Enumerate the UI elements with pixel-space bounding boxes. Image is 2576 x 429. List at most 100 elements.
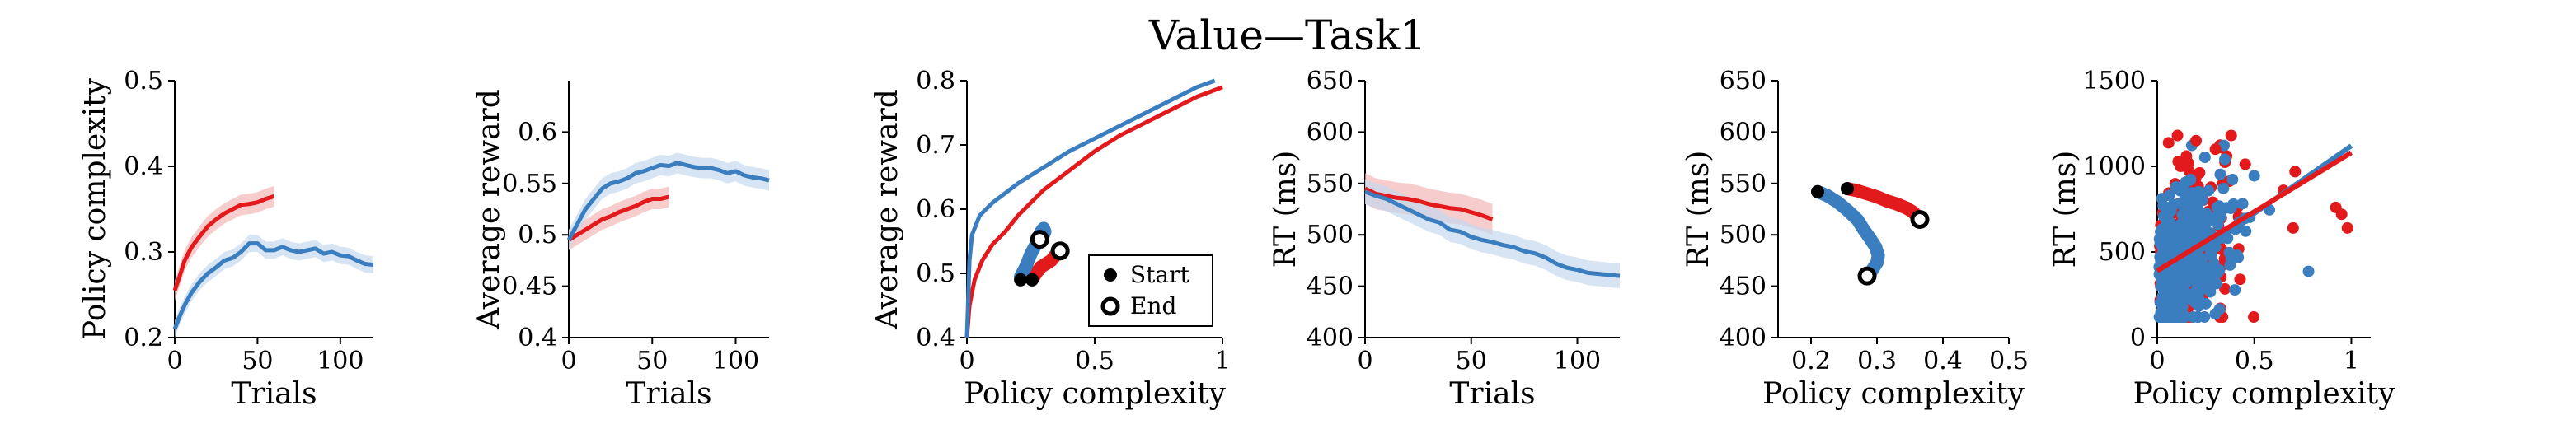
chart-panel-3: 0 0.5 1 0.4 0.5 0.6 0.7 0.8 Policy complexity Ave… bbox=[870, 67, 1231, 411]
legend-start-marker bbox=[1104, 268, 1117, 282]
y-tick-label: 0.45 bbox=[502, 273, 557, 301]
red-trajectory bbox=[1841, 182, 1926, 226]
scatter-point bbox=[2203, 263, 2216, 275]
y-tick-label: 0.5 bbox=[916, 259, 955, 288]
x-tick-label: 50 bbox=[636, 347, 668, 375]
y-tick-label: 1500 bbox=[2083, 67, 2146, 96]
x-tick-label: 0 bbox=[959, 347, 974, 375]
scatter-point bbox=[2224, 259, 2236, 271]
y-tick-label: 550 bbox=[1720, 170, 1767, 198]
scatter-point bbox=[2170, 180, 2182, 193]
scatter-point bbox=[2154, 232, 2166, 245]
scatter-point bbox=[2184, 174, 2196, 186]
start-marker bbox=[1014, 273, 1028, 287]
scatter-point bbox=[2236, 198, 2249, 210]
scatter-point bbox=[2196, 194, 2208, 206]
y-tick-label: 0.8 bbox=[916, 67, 955, 96]
x-tick-label: 0 bbox=[1357, 347, 1372, 375]
x-tick-label: 0.5 bbox=[1075, 347, 1114, 375]
blue-error-band bbox=[569, 152, 769, 250]
y-tick-label: 0.4 bbox=[124, 152, 163, 181]
scatter-point bbox=[2234, 273, 2246, 286]
x-tick-label: 100 bbox=[1554, 347, 1601, 375]
start-marker bbox=[1811, 184, 1824, 198]
scatter-point bbox=[2169, 230, 2181, 242]
legend-start-label: Start bbox=[1130, 261, 1190, 288]
y-axis-label: RT (ms) bbox=[1682, 151, 1715, 268]
legend-end-label: End bbox=[1130, 292, 1176, 319]
scatter-point bbox=[2209, 143, 2222, 156]
scatter-point bbox=[2211, 210, 2223, 222]
y-axis-label: RT (ms) bbox=[2048, 151, 2082, 268]
scatter-point bbox=[2289, 166, 2302, 178]
x-tick-label: 50 bbox=[242, 347, 273, 375]
y-tick-label: 650 bbox=[1720, 67, 1767, 96]
y-tick-label: 600 bbox=[1307, 118, 1354, 147]
scatter-point bbox=[2171, 129, 2184, 142]
scatter-point bbox=[2175, 161, 2187, 172]
scatter-point bbox=[2190, 283, 2203, 296]
y-tick-label: 500 bbox=[2099, 238, 2146, 267]
scatter-point bbox=[2225, 129, 2237, 142]
x-tick-label: 0 bbox=[2149, 347, 2165, 375]
y-tick-label: 1000 bbox=[2083, 152, 2146, 181]
blue-error-band bbox=[1365, 179, 1620, 289]
x-tick-label: 50 bbox=[1456, 347, 1487, 375]
x-tick-label: 0 bbox=[561, 347, 576, 375]
blue-series-line bbox=[964, 78, 1216, 338]
y-axis-label: RT (ms) bbox=[1269, 151, 1302, 268]
end-marker bbox=[1050, 241, 1070, 261]
scatter-point bbox=[2209, 308, 2222, 320]
y-tick-label: 0.5 bbox=[518, 221, 557, 249]
chart-panel-2: 0 50 100 0.4 0.45 0.5 0.55 0.6 Trials Average rew… bbox=[472, 81, 770, 411]
scatter-point bbox=[2195, 227, 2208, 240]
y-tick-label: 0.5 bbox=[124, 67, 163, 96]
y-tick-label: 550 bbox=[1307, 170, 1354, 198]
scatter-point bbox=[2181, 222, 2194, 235]
scatter-point bbox=[2167, 300, 2180, 312]
x-tick-label: 0.4 bbox=[1923, 347, 1963, 375]
scatter-point bbox=[2219, 153, 2231, 166]
y-tick-label: 0.55 bbox=[502, 170, 557, 198]
scatter-point bbox=[2198, 152, 2211, 164]
y-tick-label: 0.3 bbox=[124, 238, 163, 267]
scatter-point bbox=[2212, 201, 2224, 213]
scatter-point bbox=[2187, 311, 2199, 324]
scatter-point bbox=[2165, 287, 2178, 300]
y-tick-label: 0.6 bbox=[916, 195, 955, 224]
end-marker bbox=[1030, 230, 1049, 249]
blue-series-line bbox=[172, 241, 374, 330]
scatter-point bbox=[2162, 137, 2175, 149]
y-tick-label: 600 bbox=[1720, 118, 1767, 147]
scatter-point bbox=[2219, 282, 2231, 295]
y-tick-label: 0.4 bbox=[518, 324, 557, 352]
scatter-point bbox=[2170, 311, 2182, 324]
x-tick-label: 100 bbox=[712, 347, 759, 375]
scatter-point bbox=[2156, 291, 2169, 303]
x-tick-label: 1 bbox=[2344, 347, 2359, 375]
x-tick-label: 0.5 bbox=[2235, 347, 2274, 375]
scatter-point bbox=[2167, 245, 2180, 257]
x-tick-label: 0.2 bbox=[1791, 347, 1831, 375]
x-tick-label: 1 bbox=[1214, 347, 1230, 375]
scatter-point bbox=[2190, 134, 2203, 147]
scatter-point bbox=[2180, 150, 2193, 162]
y-tick-label: 0.4 bbox=[916, 324, 955, 352]
scatter-point bbox=[2240, 225, 2252, 237]
chart-panel-6: 0 0.5 1 0 500 1000 1500 Policy complexity RT (ms… bbox=[2048, 67, 2395, 411]
scatter-point bbox=[2200, 208, 2212, 220]
x-axis-label: Trials bbox=[1449, 377, 1535, 411]
blue-trajectory bbox=[1811, 184, 1885, 283]
x-axis-label: Policy complexity bbox=[964, 377, 1227, 411]
start-marker bbox=[1025, 273, 1039, 287]
y-axis-label: Average reward bbox=[870, 89, 904, 330]
scatter-point bbox=[2330, 201, 2342, 213]
scatter-point bbox=[2174, 282, 2186, 294]
y-tick-label: 0.6 bbox=[518, 118, 557, 147]
scatter-point bbox=[2229, 284, 2241, 296]
scatter-point bbox=[2198, 311, 2211, 324]
x-axis-label: Trials bbox=[626, 377, 711, 411]
red-series-line bbox=[1363, 186, 1494, 221]
end-marker bbox=[1910, 209, 1930, 229]
